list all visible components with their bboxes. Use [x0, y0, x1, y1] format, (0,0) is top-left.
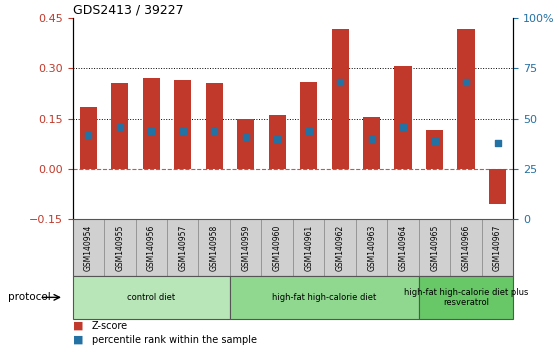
Point — [493, 140, 502, 145]
Bar — [268, 115, 286, 169]
Bar — [73, 276, 230, 319]
Bar — [419, 219, 450, 276]
Point — [179, 128, 187, 133]
Text: ■: ■ — [73, 321, 83, 331]
Text: GSM140958: GSM140958 — [210, 225, 219, 271]
Text: control diet: control diet — [127, 293, 175, 302]
Text: GSM140955: GSM140955 — [116, 224, 124, 271]
Bar — [331, 29, 349, 169]
Text: GSM140964: GSM140964 — [398, 224, 408, 271]
Bar — [262, 219, 293, 276]
Bar — [300, 81, 318, 169]
Bar — [324, 219, 356, 276]
Text: high-fat high-calorie diet: high-fat high-calorie diet — [272, 293, 377, 302]
Text: GSM140966: GSM140966 — [461, 224, 470, 271]
Bar — [237, 119, 254, 169]
Text: GSM140960: GSM140960 — [273, 224, 282, 271]
Text: Z-score: Z-score — [92, 321, 128, 331]
Bar — [426, 130, 443, 169]
Point — [367, 136, 376, 142]
Text: GSM140959: GSM140959 — [241, 224, 250, 271]
Text: GSM140957: GSM140957 — [178, 224, 187, 271]
Text: high-fat high-calorie diet plus
resveratrol: high-fat high-calorie diet plus resverat… — [404, 288, 528, 307]
Text: GSM140962: GSM140962 — [336, 225, 345, 271]
Text: GSM140963: GSM140963 — [367, 224, 376, 271]
Point — [461, 79, 470, 85]
Text: GSM140967: GSM140967 — [493, 224, 502, 271]
Point — [147, 128, 156, 133]
Bar — [174, 80, 191, 169]
Point — [210, 128, 219, 133]
Bar — [199, 219, 230, 276]
Bar — [489, 169, 506, 204]
Bar — [136, 219, 167, 276]
Bar — [104, 219, 136, 276]
Text: percentile rank within the sample: percentile rank within the sample — [92, 335, 257, 345]
Bar — [143, 78, 160, 169]
Bar — [395, 67, 412, 169]
Bar — [167, 219, 199, 276]
Point — [241, 134, 250, 139]
Point — [116, 124, 124, 130]
Text: GSM140961: GSM140961 — [304, 225, 313, 271]
Bar — [230, 276, 419, 319]
Bar — [363, 117, 381, 169]
Point — [398, 124, 407, 130]
Point — [304, 128, 313, 133]
Bar — [230, 219, 262, 276]
Text: GSM140965: GSM140965 — [430, 224, 439, 271]
Point — [84, 132, 93, 138]
Point — [430, 138, 439, 144]
Bar — [356, 219, 387, 276]
Bar — [293, 219, 324, 276]
Bar — [387, 219, 419, 276]
Bar — [111, 83, 128, 169]
Text: GSM140956: GSM140956 — [147, 224, 156, 271]
Point — [273, 136, 282, 142]
Bar — [419, 276, 513, 319]
Bar — [450, 219, 482, 276]
Bar — [205, 83, 223, 169]
Bar — [482, 219, 513, 276]
Bar — [73, 219, 104, 276]
Bar — [80, 107, 97, 169]
Bar — [458, 29, 475, 169]
Text: protocol: protocol — [8, 292, 51, 302]
Point — [336, 79, 345, 85]
Text: GDS2413 / 39227: GDS2413 / 39227 — [73, 4, 183, 17]
Text: ■: ■ — [73, 335, 83, 345]
Text: GSM140954: GSM140954 — [84, 224, 93, 271]
